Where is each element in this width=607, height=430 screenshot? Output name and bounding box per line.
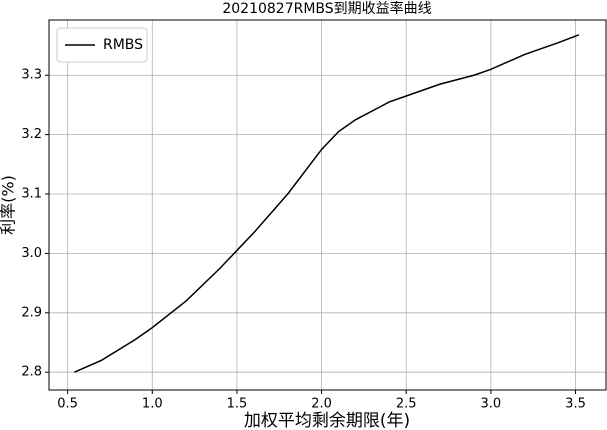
x-tick-label: 2.0 xyxy=(311,397,332,412)
x-tick-label: 0.5 xyxy=(57,397,78,412)
line xyxy=(74,34,580,373)
y-tick-label: 3.0 xyxy=(21,246,42,261)
y-tick-label: 3.1 xyxy=(21,187,42,202)
x-axis-label: 加权平均剩余期限(年) xyxy=(244,411,410,430)
plot-frame xyxy=(48,19,607,391)
chart-title: 20210827RMBS到期收益率曲线 xyxy=(222,0,431,17)
y-tick-label: 2.8 xyxy=(21,365,42,380)
y-axis-label: 利率(%) xyxy=(0,175,18,235)
legend-label: RMBS xyxy=(103,37,143,53)
y-tick-label: 3.3 xyxy=(21,68,42,83)
x-tick-label: 2.5 xyxy=(396,397,417,412)
y-tick-label: 3.2 xyxy=(21,127,42,142)
x-tick-label: 3.5 xyxy=(565,397,586,412)
y-tick-label: 2.9 xyxy=(21,305,42,320)
x-tick-label: 1.5 xyxy=(227,397,248,412)
legend-box xyxy=(56,27,148,63)
x-tick-label: 1.0 xyxy=(142,397,163,412)
x-tick-label: 3.0 xyxy=(481,397,502,412)
